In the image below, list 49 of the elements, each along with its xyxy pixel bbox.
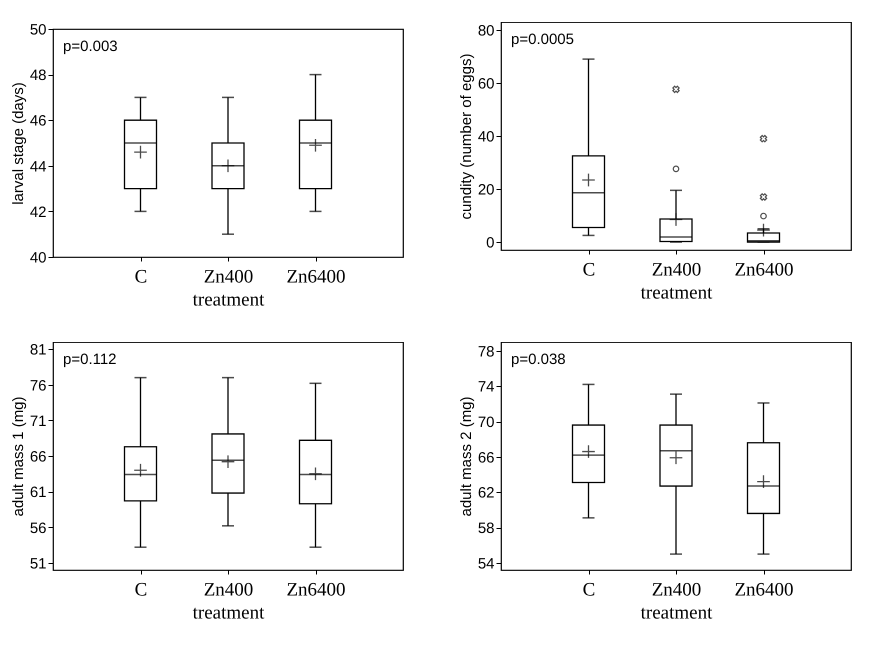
y-tick-label: 48	[30, 67, 46, 84]
y-tick-label: 20	[478, 182, 494, 199]
y-tick-label: 70	[478, 414, 494, 432]
y-tick-label: 46	[30, 112, 46, 130]
annotation: p=0.003	[63, 38, 118, 55]
x-tick-label: C	[134, 266, 148, 288]
annotation: p=0.112	[63, 351, 117, 368]
y-axis-title: adult mass 2 (mg)	[458, 396, 475, 517]
x-tick-label: Zn6400	[734, 260, 794, 280]
x-tick-label: Zn400	[204, 266, 254, 288]
x-axis-title: treatment	[640, 602, 714, 624]
x-tick-label: C	[582, 580, 596, 600]
y-tick-label: 66	[30, 448, 46, 466]
x-tick-label: C	[582, 260, 596, 280]
x-tick-label: Zn6400	[734, 580, 794, 600]
x-tick-label: Zn400	[652, 260, 702, 280]
y-tick-label: 42	[30, 204, 46, 221]
x-axis-title: treatment	[192, 602, 266, 624]
y-tick-label: 58	[478, 520, 494, 538]
x-axis-title: treatment	[640, 282, 714, 304]
y-tick-label: 62	[478, 484, 494, 502]
y-tick-label: 40	[478, 128, 494, 146]
x-tick-label: Zn400	[204, 580, 254, 600]
y-tick-label: 80	[478, 22, 494, 40]
y-tick-label: 76	[30, 377, 46, 394]
annotation: p=0.038	[511, 351, 566, 368]
y-tick-label: 56	[30, 520, 46, 537]
x-tick-label: Zn6400	[286, 266, 346, 288]
x-tick-label: Zn6400	[286, 580, 346, 600]
y-axis-title: larval stage (days)	[10, 82, 27, 205]
y-tick-label: 71	[30, 412, 46, 430]
y-tick-label: 74	[478, 378, 494, 396]
y-tick-label: 66	[478, 449, 494, 466]
y-tick-label: 54	[478, 555, 494, 572]
y-tick-label: 60	[478, 75, 494, 92]
y-tick-label: 50	[30, 22, 46, 38]
y-tick-label: 0	[486, 234, 494, 252]
x-axis-title: treatment	[192, 290, 266, 310]
x-tick-label: C	[134, 580, 148, 600]
y-tick-label: 40	[30, 250, 46, 266]
y-axis-title: cundity (number of eggs)	[458, 54, 475, 220]
y-axis-title: adult mass 1 (mg)	[10, 396, 27, 517]
annotation: p=0.0005	[511, 31, 574, 48]
y-tick-label: 44	[30, 158, 46, 176]
x-tick-label: Zn400	[652, 580, 702, 600]
y-tick-label: 51	[30, 555, 46, 572]
y-tick-label: 78	[478, 343, 494, 360]
y-tick-label: 81	[30, 342, 46, 359]
y-tick-label: 61	[30, 484, 46, 502]
